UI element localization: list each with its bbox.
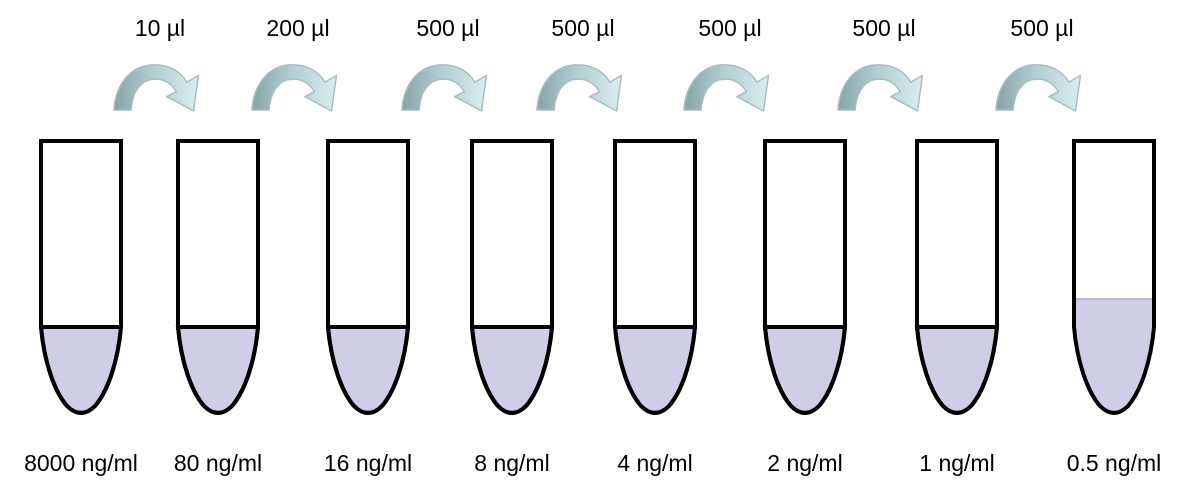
transfer-volume-label: 10 µl	[134, 15, 186, 41]
concentration-label: 4 ng/ml	[617, 450, 693, 476]
tube-6	[762, 138, 848, 424]
transfer-arrow-icon	[683, 64, 770, 112]
transfer-arrow-icon	[837, 64, 924, 112]
transfer-step-2: 200 µl	[238, 14, 358, 113]
transfer-step-1: 10 µl	[100, 14, 220, 113]
liquid	[762, 325, 848, 415]
transfer-step-4: 500 µl	[523, 14, 643, 113]
tube-4	[469, 138, 555, 424]
transfer-volume-label: 500 µl	[698, 15, 762, 41]
liquid	[38, 325, 124, 415]
concentration-label: 8000 ng/ml	[24, 450, 138, 476]
transfer-arrow-icon	[401, 64, 488, 112]
transfer-arrow-icon	[251, 64, 338, 112]
tube-icon	[175, 139, 261, 415]
liquid	[612, 325, 698, 415]
tube-icon	[914, 139, 1000, 415]
tube-body	[915, 139, 999, 415]
tube-body	[1072, 139, 1156, 415]
tube-icon	[469, 139, 555, 415]
tube-icon	[325, 139, 411, 415]
liquid	[175, 325, 261, 415]
tube-8	[1071, 138, 1157, 424]
tube-body	[176, 139, 260, 415]
tube-1	[38, 138, 124, 424]
tube-7	[914, 138, 1000, 424]
transfer-arrow-icon	[536, 64, 623, 112]
tube-body	[613, 139, 697, 415]
concentration-label: 8 ng/ml	[474, 450, 550, 476]
liquid	[914, 325, 1000, 415]
concentration-label: 0.5 ng/ml	[1066, 450, 1162, 476]
transfer-arrow-icon	[113, 64, 200, 112]
tube-2	[175, 138, 261, 424]
concentration-label: 1 ng/ml	[919, 450, 995, 476]
liquid	[1074, 299, 1154, 413]
tube-body	[39, 139, 123, 415]
transfer-step-3: 500 µl	[388, 14, 508, 113]
transfer-step-5: 500 µl	[670, 14, 790, 113]
transfer-volume-label: 500 µl	[852, 15, 916, 41]
tube-icon	[612, 139, 698, 415]
concentration-label: 2 ng/ml	[767, 450, 843, 476]
transfer-volume-label: 200 µl	[266, 15, 330, 41]
liquid	[325, 325, 411, 415]
concentration-label: 16 ng/ml	[323, 450, 413, 476]
concentration-label: 80 ng/ml	[173, 450, 263, 476]
tube-5	[612, 138, 698, 424]
tube-3	[325, 138, 411, 424]
tube-body	[763, 139, 847, 415]
transfer-volume-label: 500 µl	[1010, 15, 1074, 41]
transfer-step-7: 500 µl	[982, 14, 1102, 113]
transfer-volume-label: 500 µl	[551, 15, 615, 41]
tube-body	[326, 139, 410, 415]
tube-icon	[38, 139, 124, 415]
tube-body	[470, 139, 554, 415]
liquid	[469, 325, 555, 415]
tube-icon	[762, 139, 848, 415]
transfer-arrow-icon	[995, 64, 1082, 112]
transfer-step-6: 500 µl	[824, 14, 944, 113]
transfer-volume-label: 500 µl	[416, 15, 480, 41]
tube-icon	[1072, 139, 1156, 415]
